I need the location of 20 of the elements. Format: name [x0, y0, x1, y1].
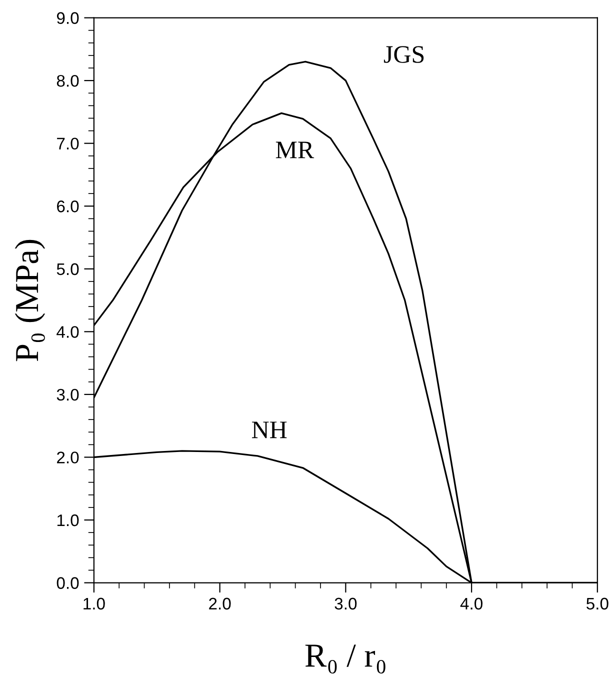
- y-tick-label: 3.0: [56, 388, 79, 401]
- x-tick-label: 2.0: [209, 598, 231, 610]
- y-axis-title: P₀ (MPa): [14, 240, 46, 362]
- y-tick-label: 4.0: [56, 326, 79, 338]
- y-tick-label: 9.0: [56, 12, 79, 24]
- x-axis-title: R₀ / r₀: [305, 644, 386, 674]
- series-label: MR: [276, 142, 314, 158]
- y-tick-label: 6.0: [57, 200, 79, 212]
- series-label: NH: [252, 422, 287, 438]
- y-tick-label: 5.0: [56, 263, 79, 276]
- x-tick-label: 5.0: [586, 598, 608, 610]
- y-tick-label: 2.0: [57, 452, 79, 464]
- y-tick-label: 8.0: [56, 74, 79, 87]
- y-tick-label: 1.0: [57, 514, 79, 526]
- series-label: JGS: [384, 46, 424, 63]
- x-tick-label: 4.0: [460, 598, 482, 610]
- y-tick-label: 7.0: [57, 138, 79, 150]
- y-tick-label: 0.0: [56, 577, 79, 589]
- x-tick-label: 1.0: [84, 598, 105, 610]
- x-tick-label: 3.0: [334, 598, 357, 610]
